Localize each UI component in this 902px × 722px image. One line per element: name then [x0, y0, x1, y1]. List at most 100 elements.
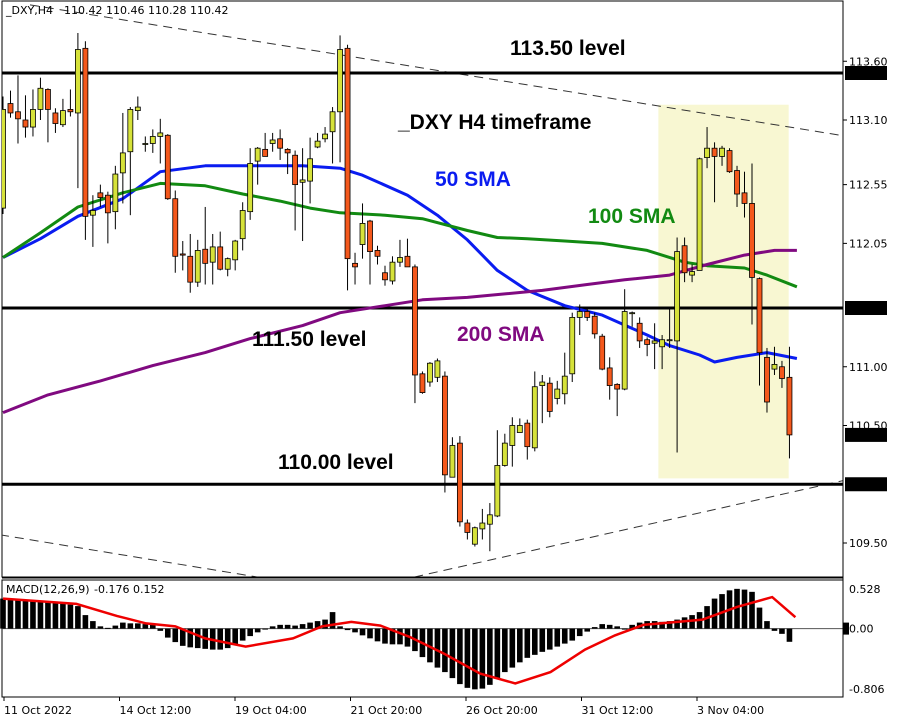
macd-bar	[397, 628, 403, 645]
macd-bar	[771, 628, 778, 631]
candle-body	[45, 89, 51, 110]
candle	[7, 90, 14, 118]
candle	[127, 107, 134, 216]
candle	[307, 137, 313, 204]
candle	[149, 129, 156, 153]
candle	[479, 508, 486, 540]
candle-body	[149, 136, 156, 144]
candle-body	[539, 381, 546, 386]
candle	[644, 337, 651, 357]
candle	[569, 312, 576, 383]
price-marker-label: 111.50	[849, 302, 888, 315]
candle-body	[749, 203, 755, 278]
macd-bar	[614, 626, 620, 629]
candle	[119, 112, 126, 204]
candle-body	[37, 87, 44, 110]
candle-body	[741, 192, 748, 204]
candle-body	[277, 138, 284, 149]
macd-bar	[224, 628, 231, 649]
candle-body	[689, 271, 695, 276]
macd-bar	[367, 628, 373, 639]
macd-tick-label: 0.528	[849, 583, 881, 596]
candle	[104, 191, 111, 244]
sma-line-100	[2, 181, 798, 289]
price-panel[interactable]	[0, 0, 848, 578]
candle-body	[142, 143, 149, 145]
macd-bar	[262, 628, 268, 630]
macd-bar	[254, 628, 261, 633]
candle	[209, 233, 216, 285]
candle-body	[546, 382, 553, 412]
macd-bar	[239, 628, 246, 641]
macd-bar	[629, 624, 635, 629]
candle	[397, 239, 403, 267]
macd-bar	[30, 600, 36, 629]
price-marker-label: 113.50	[849, 67, 888, 80]
candle	[599, 333, 606, 371]
candle-body	[479, 522, 486, 530]
candle	[531, 371, 538, 452]
candle	[97, 184, 104, 207]
candle	[486, 503, 493, 552]
candle	[202, 206, 209, 285]
candle	[179, 241, 186, 271]
candle-body	[442, 375, 448, 476]
candle	[711, 142, 718, 203]
candle-body	[164, 134, 171, 200]
candle	[719, 145, 725, 166]
candle-body	[292, 154, 299, 186]
macd-bar	[322, 619, 328, 629]
macd-bar	[689, 615, 695, 629]
axes: 113.60113.10112.55112.05111.00110.50109.…	[3, 1, 888, 717]
candle-body	[239, 210, 246, 240]
candle	[22, 95, 29, 138]
macd-bar	[531, 628, 538, 655]
candle	[134, 96, 141, 120]
candle-body	[434, 360, 441, 378]
candle-body	[666, 339, 673, 342]
macd-bar	[509, 628, 516, 668]
candle-body	[576, 311, 583, 318]
macd-bar	[786, 628, 793, 642]
price-marker-box	[845, 301, 887, 315]
macd-bar	[599, 624, 605, 629]
candle-body	[89, 210, 96, 216]
price-tick-label: 113.10	[849, 114, 888, 127]
candle	[681, 237, 688, 283]
macd-bar	[337, 626, 343, 629]
candle	[187, 233, 194, 293]
candle	[45, 88, 51, 143]
macd-bar	[232, 628, 238, 645]
candle-body	[359, 222, 366, 245]
macd-bar	[442, 628, 448, 673]
candle-body	[651, 340, 658, 344]
macd-bar	[97, 626, 104, 629]
candle-body	[314, 140, 321, 148]
candle	[367, 219, 373, 285]
macd-tick-label: 0.00	[849, 623, 874, 636]
candle	[442, 371, 448, 493]
candle	[629, 311, 636, 327]
candle	[516, 418, 523, 433]
candle-body	[75, 49, 81, 114]
macd-bar	[45, 602, 51, 629]
candle	[37, 77, 44, 120]
candle-body	[711, 147, 718, 157]
candle-body	[104, 194, 111, 214]
candle-body	[486, 514, 493, 525]
candle-body	[636, 322, 643, 342]
macd-bar	[591, 627, 598, 629]
macd-bar	[307, 622, 313, 629]
macd-bar	[374, 628, 381, 642]
annotation-timeframe: _DXY H4 timeframe	[397, 111, 591, 134]
candle	[224, 257, 231, 277]
macd-panel[interactable]	[0, 576, 844, 698]
candle	[779, 360, 785, 388]
candle	[262, 132, 269, 157]
macd-bar	[517, 628, 523, 663]
candle-body	[202, 248, 209, 264]
candle	[786, 346, 793, 459]
macd-bar	[494, 628, 501, 679]
macd-bar	[90, 621, 96, 629]
